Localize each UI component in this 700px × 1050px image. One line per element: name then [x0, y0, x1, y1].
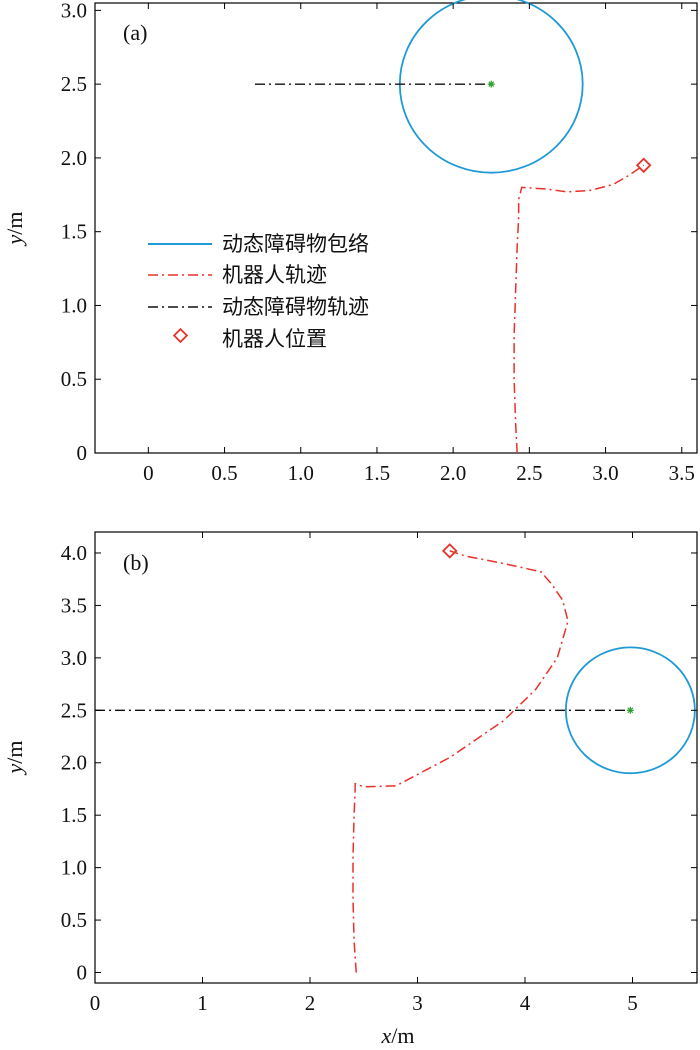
x-ticks-a: 0 0.5 1.0 1.5 2.0 2.5 3.0 3.5 — [143, 3, 695, 485]
robot-position-marker-a — [635, 157, 652, 174]
y-axis-label-b: y/m — [2, 741, 27, 776]
y-ticks-a: 0 0.5 1.0 1.5 2.0 2.5 3.0 — [61, 0, 697, 465]
x-tick-label-b: 1 — [197, 991, 208, 1015]
legend-swatch-robot-position — [172, 327, 189, 344]
legend: 动态障碍物包络 机器人轨迹 动态障碍物轨迹 机器人位置 — [148, 232, 369, 351]
x-tick-label-b: 2 — [305, 991, 316, 1015]
panel-a: 0 0.5 1.0 1.5 2.0 2.5 3.0 3.5 0 0.5 1.0 1.5 2.0 2.5 3… — [2, 0, 698, 485]
y-tick-label-b: 0 — [77, 961, 88, 985]
y-axis-label-a: y/m — [2, 212, 27, 247]
x-tick-label-a: 3.0 — [592, 461, 618, 485]
legend-label-robot-position: 机器人位置 — [222, 327, 327, 351]
robot-path-b — [352, 550, 569, 973]
obstacle-center-marker-b — [626, 706, 634, 714]
x-tick-label-a: 3.5 — [669, 461, 695, 485]
y-tick-label-b: 3.5 — [61, 593, 87, 617]
y-tick-label-b: 1.5 — [61, 803, 87, 827]
plot-frame-a — [94, 2, 698, 454]
x-axis-label-b: x/m — [381, 1023, 415, 1048]
y-tick-label-a: 0 — [77, 441, 88, 465]
obstacle-center-marker-a — [487, 80, 495, 88]
x-tick-label-a: 1.5 — [364, 461, 390, 485]
robot-path-a — [513, 164, 645, 454]
robot-position-marker-b — [441, 543, 458, 559]
panel-b: 0 1 2 3 4 5 0 0.5 1.0 1.5 2.0 2.5 3.0 3.5 4.0 (b) y/m… — [2, 531, 698, 1048]
x-tick-label-a: 1.0 — [288, 461, 314, 485]
y-tick-label-b: 1.0 — [61, 856, 87, 880]
legend-label-envelope: 动态障碍物包络 — [222, 232, 369, 256]
x-tick-label-b: 3 — [412, 991, 423, 1015]
x-tick-label-a: 2.0 — [440, 461, 466, 485]
x-tick-label-a: 2.5 — [516, 461, 542, 485]
y-tick-label-a: 0.5 — [61, 367, 87, 391]
chart-marks-b — [95, 543, 696, 973]
panel-label-a: (a) — [123, 20, 147, 45]
y-tick-label-a: 1.5 — [61, 220, 87, 244]
chart-marks-a — [255, 0, 652, 454]
y-ticks-b: 0 0.5 1.0 1.5 2.0 2.5 3.0 3.5 4.0 — [61, 541, 697, 985]
x-tick-label-a: 0.5 — [211, 461, 237, 485]
x-tick-label-a: 0 — [143, 461, 154, 485]
y-tick-label-a: 2.5 — [61, 72, 87, 96]
panel-label-b: (b) — [123, 550, 149, 575]
x-tick-label-b: 0 — [90, 991, 101, 1015]
y-tick-label-b: 2.0 — [61, 751, 87, 775]
x-tick-label-b: 4 — [520, 991, 531, 1015]
y-tick-label-a: 1.0 — [61, 293, 87, 317]
y-tick-label-b: 3.0 — [61, 646, 87, 670]
y-tick-label-a: 2.0 — [61, 146, 87, 170]
y-tick-label-b: 0.5 — [61, 908, 87, 932]
y-tick-label-b: 4.0 — [61, 541, 87, 565]
x-ticks-b: 0 1 2 3 4 5 — [90, 532, 638, 1015]
y-tick-label-b: 2.5 — [61, 698, 87, 722]
legend-label-obstacle-path: 动态障碍物轨迹 — [222, 295, 369, 319]
legend-label-robot-path: 机器人轨迹 — [222, 263, 327, 287]
x-tick-label-b: 5 — [627, 991, 638, 1015]
y-tick-label-a: 3.0 — [61, 0, 87, 22]
plot-frame-b — [94, 531, 698, 984]
